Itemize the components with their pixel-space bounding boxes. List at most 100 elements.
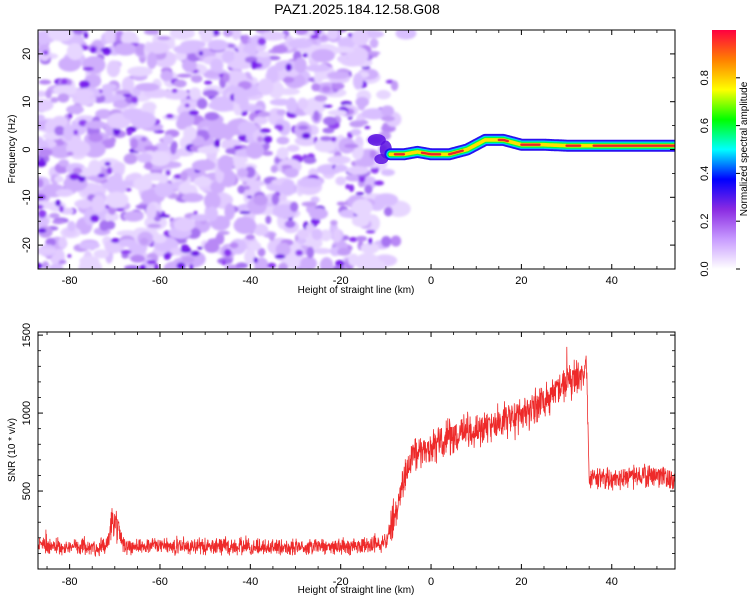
spectrogram-noise-blob — [347, 253, 359, 267]
spectrogram-noise-blob — [256, 136, 264, 143]
snr-y-axis-label: SNR (10 * v/v) — [7, 418, 18, 482]
spectrogram-noise-blob — [188, 110, 199, 116]
spectrogram-noise-blob — [144, 145, 159, 151]
spectrogram-noise-blob — [54, 125, 65, 136]
spectrogram-noise-blob — [335, 176, 347, 186]
spectrogram-noise-blob — [224, 203, 235, 221]
spectrogram-noise-blob — [269, 98, 292, 106]
spectrogram-noise-blob — [355, 235, 368, 242]
spectrogram-noise-blob — [38, 98, 54, 112]
spectrogram-x-tick-label: -40 — [242, 275, 258, 287]
colorbar-tick-label: 0.4 — [699, 166, 711, 181]
spectrogram-noise-blob — [49, 212, 60, 219]
spectrogram-noise-blob — [311, 83, 321, 92]
spectrogram-noise-blob — [256, 51, 271, 58]
spectrogram-noise-blob — [259, 128, 271, 134]
spectrogram-noise-blob — [360, 242, 380, 254]
spectrogram-noise-blob — [351, 215, 370, 228]
spectrogram-noise-blob — [285, 63, 292, 72]
spectrogram-noise-blob — [139, 237, 149, 245]
ridge-core-segment — [497, 138, 509, 143]
spectrogram-noise-blob — [364, 125, 371, 130]
spectrogram-noise-blob — [106, 166, 113, 175]
spectrogram-noise-blob — [231, 30, 242, 41]
spectrogram-noise-blob — [330, 246, 341, 257]
spectrogram-noise-blob — [153, 263, 160, 269]
spectrogram-noise-blob — [245, 142, 265, 159]
colorbar-gradient — [712, 30, 736, 269]
spectrogram-dense-blob — [367, 133, 386, 146]
snr-x-tick-label: -60 — [152, 576, 168, 588]
spectrogram-noise-blob — [110, 238, 121, 244]
spectrogram-noise-blob — [319, 135, 333, 142]
spectrogram-noise-blob — [123, 153, 138, 165]
spectrogram-noise-blob — [115, 89, 131, 95]
spectrogram-noise-blob — [221, 138, 242, 146]
spectrogram-noise-blob — [50, 254, 60, 265]
spectrogram-noise-blob — [301, 201, 318, 207]
spectrogram-noise-blob — [100, 47, 110, 52]
spectrogram-noise-blob — [107, 175, 119, 186]
spectrogram-noise-blob — [48, 30, 74, 42]
spectrogram-noise-blob — [300, 256, 317, 269]
spectrogram-noise-blob — [238, 133, 247, 142]
spectrogram-noise-blob — [376, 89, 391, 100]
spectrogram-noise-blob — [165, 113, 174, 119]
spectrogram-noise-blob — [170, 142, 177, 155]
spectrogram-noise-blob — [71, 89, 95, 99]
spectrogram-noise-blob — [301, 132, 311, 140]
snr-y-tick-label: 500 — [21, 482, 33, 500]
spectrogram-noise-blob — [221, 259, 227, 266]
spectrogram-noise-blob — [259, 31, 286, 41]
spectrogram-noise-blob — [152, 234, 167, 244]
spectrogram-noise-blob — [380, 169, 395, 176]
spectrogram-noise-blob — [308, 207, 328, 220]
spectrogram-noise-blob — [364, 184, 373, 195]
spectrogram-noise-blob — [41, 261, 50, 269]
spectrogram-noise-blob — [237, 185, 246, 194]
spectrogram-x-tick-label: -80 — [62, 275, 78, 287]
spectrogram-noise-blob — [266, 67, 279, 83]
spectrogram-noise-blob — [257, 247, 266, 257]
spectrogram-noise-blob — [114, 42, 137, 56]
spectrogram-noise-blob — [105, 191, 129, 209]
spectrogram-noise-blob — [244, 248, 256, 265]
spectrogram-noise-blob — [296, 228, 309, 240]
spectrogram-noise-blob — [330, 136, 337, 142]
spectrogram-noise-blob — [275, 242, 291, 257]
spectrogram-noise-blob — [224, 70, 247, 86]
spectrogram-noise-blob — [53, 84, 77, 96]
spectrogram-noise-blob — [210, 180, 225, 194]
spectrogram-noise-blob — [38, 204, 44, 210]
snr-frame — [37, 331, 676, 570]
spectrogram-noise-blob — [57, 93, 70, 103]
spectrogram-noise-blob — [79, 80, 90, 88]
spectrogram-noise-blob — [213, 30, 220, 36]
snr-y-axis: 500 1000 1500 — [21, 323, 675, 570]
spectrogram-noise-blob — [67, 151, 74, 156]
spectrogram-noise-blob — [143, 30, 160, 36]
spectrogram-noise-blob — [198, 51, 204, 56]
spectrogram-noise-blob — [204, 240, 220, 253]
spectrogram-noise-blob — [38, 228, 47, 234]
snr-y-tick-label: 1500 — [21, 323, 33, 347]
spectrogram-noise-blob — [38, 178, 44, 188]
spectrogram-noise-blob — [390, 235, 402, 247]
spectrogram-noise-blob — [314, 138, 333, 153]
spectrogram-noise-blob — [276, 147, 289, 160]
spectrogram-noise-blob — [157, 173, 169, 184]
spectrogram-noise-blob — [223, 128, 234, 141]
spectrogram-noise-blob — [149, 151, 171, 167]
spectrogram-noise-blob — [235, 156, 248, 164]
spectrogram-noise-blob — [204, 80, 213, 85]
spectrogram-noise-blob — [57, 259, 67, 265]
spectrogram-noise-blob — [395, 30, 417, 40]
spectrogram-noise-blob — [284, 220, 296, 228]
spectrogram-noise-blob — [306, 237, 323, 249]
spectrogram-noise-blob — [58, 236, 67, 249]
spectrogram-noise-blob — [51, 115, 69, 130]
colorbar-tick-label: 0.2 — [699, 214, 711, 229]
colorbar-tick-label: 0.0 — [699, 261, 711, 276]
spectrogram-noise-blob — [38, 262, 43, 269]
spectrogram-noise-blob — [104, 211, 119, 222]
